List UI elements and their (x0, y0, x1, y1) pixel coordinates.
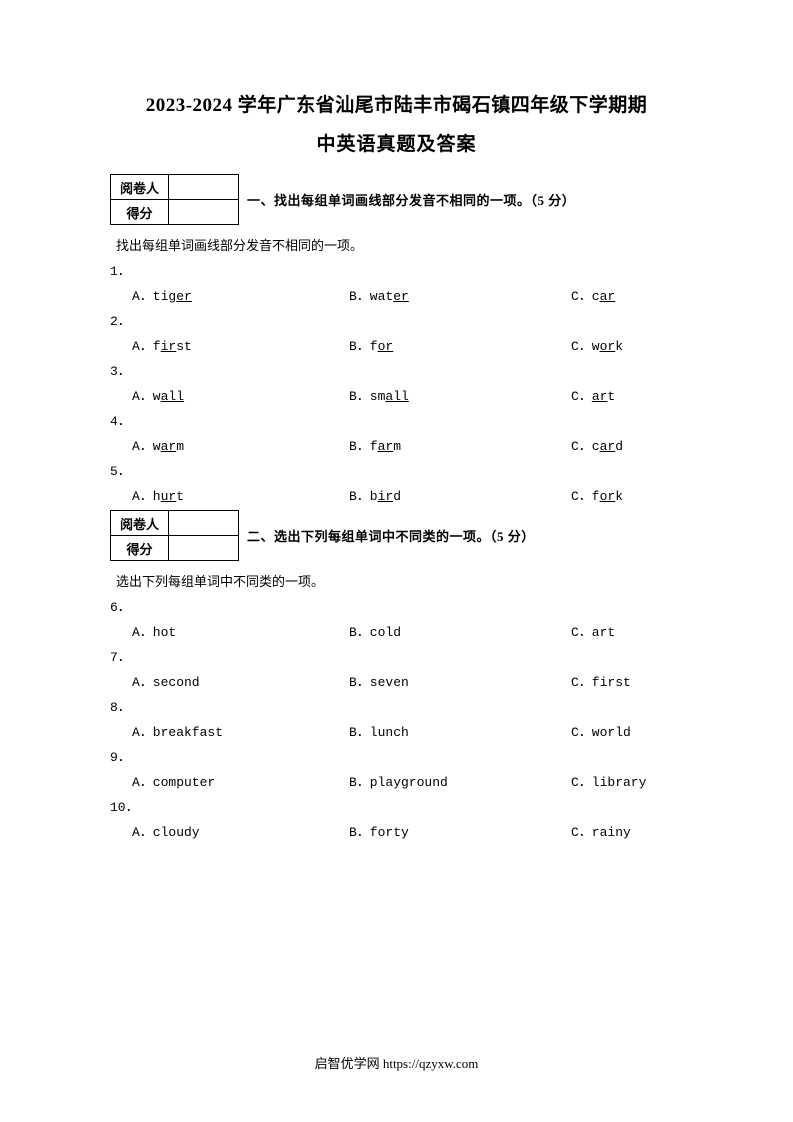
option-c: C．car (571, 285, 683, 304)
options-row: A．firstB．forC．work (132, 335, 683, 354)
underlined-text: er (393, 289, 409, 304)
option-b: B．cold (349, 621, 571, 640)
question: 2． A．firstB．forC．work (110, 310, 683, 354)
options-row: A．wallB．smallC．art (132, 385, 683, 404)
question: 10． A．cloudyB．fortyC．rainy (110, 796, 683, 840)
question-number: 9． (110, 746, 683, 765)
option-c: C．card (571, 435, 683, 454)
option-c: C．art (571, 621, 683, 640)
underlined-text: ur (161, 489, 177, 504)
question-number: 8． (110, 696, 683, 715)
footer-text: 启智优学网 https://qzyxw.com (0, 1053, 793, 1072)
question-number: 2． (110, 310, 683, 329)
option-c: C．rainy (571, 821, 683, 840)
option-a: A．hurt (132, 485, 349, 504)
underlined-text: all (161, 389, 184, 404)
underlined-text: ir (378, 489, 394, 504)
score-table-1: 阅卷人 得分 (110, 174, 239, 225)
section-1-questions: 1． A．tigerB．waterC．car 2． A．firstB．forC．wor… (110, 260, 683, 504)
option-b: B．small (349, 385, 571, 404)
section-2-title: 二、选出下列每组单词中不同类的一项。（5 分） (247, 526, 535, 545)
option-a: A．warm (132, 435, 349, 454)
grader-label: 阅卷人 (111, 511, 169, 536)
underlined-text: or (378, 339, 394, 354)
underlined-text: all (385, 389, 408, 404)
underlined-text: ar (592, 389, 608, 404)
question: 5． A．hurtB．birdC．fork (110, 460, 683, 504)
title-line-1: 2023-2024 学年广东省汕尾市陆丰市碣石镇四年级下学期期 (110, 90, 683, 117)
option-a: A．computer (132, 771, 349, 790)
question-number: 3． (110, 360, 683, 379)
option-a: A．cloudy (132, 821, 349, 840)
underlined-text: ar (600, 439, 616, 454)
options-row: A．tigerB．waterC．car (132, 285, 683, 304)
underlined-text: ar (600, 289, 616, 304)
question: 4． A．warmB．farmC．card (110, 410, 683, 454)
option-a: A．second (132, 671, 349, 690)
underlined-text: ir (161, 339, 177, 354)
score-table-2: 阅卷人 得分 (110, 510, 239, 561)
option-c: C．art (571, 385, 683, 404)
option-b: B．water (349, 285, 571, 304)
options-row: A．breakfastB．lunchC．world (132, 721, 683, 740)
section-2-header: 阅卷人 得分 二、选出下列每组单词中不同类的一项。（5 分） (110, 510, 683, 561)
title-line-2: 中英语真题及答案 (110, 129, 683, 156)
underlined-text: or (600, 489, 616, 504)
option-c: C．first (571, 671, 683, 690)
question-number: 7． (110, 646, 683, 665)
section-2-instruction: 选出下列每组单词中不同类的一项。 (116, 571, 683, 590)
grader-value (169, 511, 239, 536)
grader-label: 阅卷人 (111, 175, 169, 200)
question-number: 1． (110, 260, 683, 279)
options-row: A．secondB．sevenC．first (132, 671, 683, 690)
underlined-text: ar (378, 439, 394, 454)
underlined-text: er (176, 289, 192, 304)
score-value (169, 536, 239, 561)
option-b: B．seven (349, 671, 571, 690)
underlined-text: or (600, 339, 616, 354)
option-a: A．breakfast (132, 721, 349, 740)
score-label: 得分 (111, 200, 169, 225)
section-2-questions: 6． A．hotB．coldC．art 7． A．secondB．sevenC．fir… (110, 596, 683, 840)
option-c: C．library (571, 771, 683, 790)
question-number: 10． (110, 796, 683, 815)
option-b: B．bird (349, 485, 571, 504)
question: 3． A．wallB．smallC．art (110, 360, 683, 404)
option-a: A．wall (132, 385, 349, 404)
option-c: C．work (571, 335, 683, 354)
question-number: 5． (110, 460, 683, 479)
section-1-title: 一、找出每组单词画线部分发音不相同的一项。（5 分） (247, 190, 575, 209)
option-b: B．lunch (349, 721, 571, 740)
underlined-text: ar (161, 439, 177, 454)
option-a: A．hot (132, 621, 349, 640)
question: 9． A．computerB．playgroundC．library (110, 746, 683, 790)
question-number: 6． (110, 596, 683, 615)
option-b: B．for (349, 335, 571, 354)
option-c: C．fork (571, 485, 683, 504)
options-row: A．hurtB．birdC．fork (132, 485, 683, 504)
option-a: A．first (132, 335, 349, 354)
section-1-instruction: 找出每组单词画线部分发音不相同的一项。 (116, 235, 683, 254)
option-b: B．farm (349, 435, 571, 454)
question-number: 4． (110, 410, 683, 429)
options-row: A．warmB．farmC．card (132, 435, 683, 454)
option-b: B．forty (349, 821, 571, 840)
options-row: A．hotB．coldC．art (132, 621, 683, 640)
score-value (169, 200, 239, 225)
question: 7． A．secondB．sevenC．first (110, 646, 683, 690)
options-row: A．cloudyB．fortyC．rainy (132, 821, 683, 840)
options-row: A．computerB．playgroundC．library (132, 771, 683, 790)
question: 6． A．hotB．coldC．art (110, 596, 683, 640)
question: 8． A．breakfastB．lunchC．world (110, 696, 683, 740)
question: 1． A．tigerB．waterC．car (110, 260, 683, 304)
option-c: C．world (571, 721, 683, 740)
section-1-header: 阅卷人 得分 一、找出每组单词画线部分发音不相同的一项。（5 分） (110, 174, 683, 225)
option-b: B．playground (349, 771, 571, 790)
score-label: 得分 (111, 536, 169, 561)
grader-value (169, 175, 239, 200)
option-a: A．tiger (132, 285, 349, 304)
